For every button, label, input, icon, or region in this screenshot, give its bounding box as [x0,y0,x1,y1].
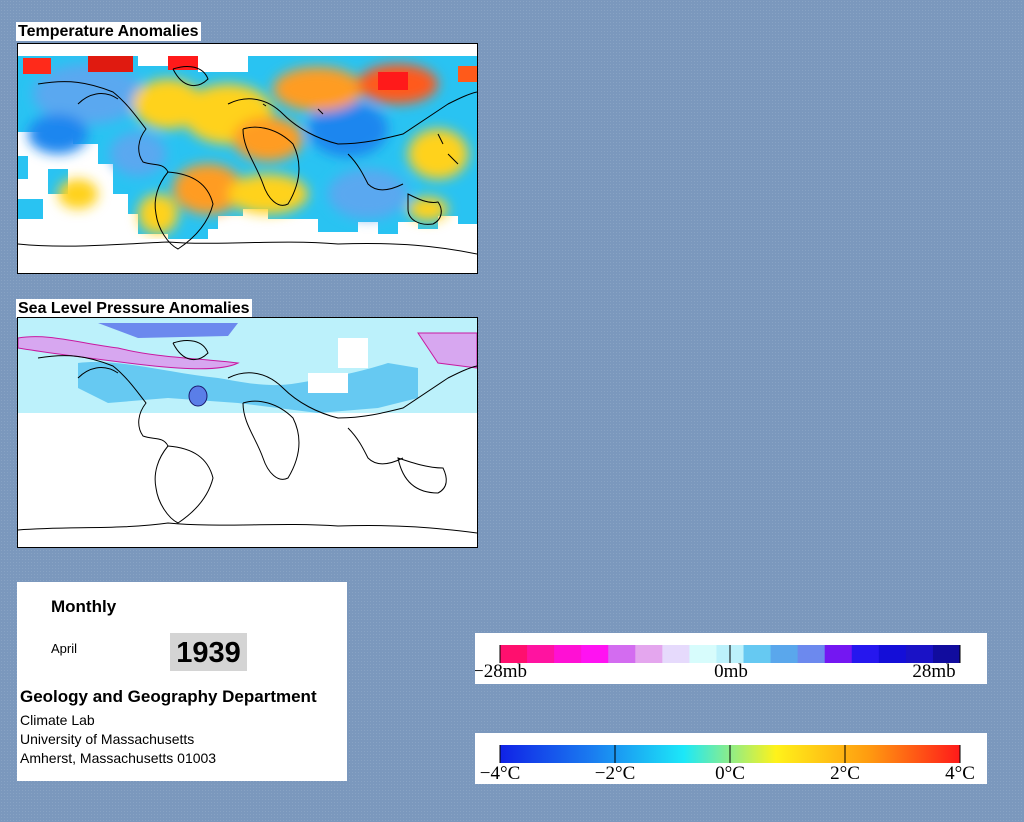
temperature-legend: −4°C −2°C 0°C 2°C 4°C [475,733,987,784]
department-label: Geology and Geography Department [20,687,317,706]
temperature-legend-label-4: 4°C [945,763,975,784]
pressure-color-swatches [499,645,961,663]
pressure-swatch [797,645,826,663]
university-label: University of Massachusetts [20,731,195,747]
month-label: April [51,641,78,656]
pressure-swatch [743,645,772,663]
year-display: 1939 [170,633,247,671]
pressure-legend-zero-label: 0mb [714,661,748,682]
pressure-panel-title: Sea Level Pressure Anomalies [16,299,252,318]
period-label: Monthly [51,597,117,616]
temperature-panel-title: Temperature Anomalies [16,22,201,41]
pressure-swatch [770,645,799,663]
pressure-swatch [608,645,636,663]
lab-label: Climate Lab [20,712,95,728]
pressure-swatch [662,645,690,663]
pressure-legend-min-label: −28mb [475,661,527,682]
temperature-legend-label-neg2: −2°C [595,763,636,784]
pressure-swatch [878,645,907,663]
pressure-legend: −28mb 0mb 28mb [475,633,987,684]
pressure-legend-max-label: 28mb [912,661,955,682]
pressure-swatch [527,645,555,663]
pressure-swatch [932,645,961,663]
pressure-swatch [851,645,880,663]
pressure-swatch [500,645,528,663]
pressure-swatch [554,645,582,663]
pressure-map [17,317,478,548]
pressure-swatch [905,645,934,663]
pressure-swatch [689,645,717,663]
address-label: Amherst, Massachusetts 01003 [20,750,217,766]
temperature-legend-label-0: 0°C [715,763,745,784]
pressure-swatch [635,645,663,663]
temperature-map [17,43,478,274]
pressure-swatch [581,645,609,663]
pressure-swatch [824,645,853,663]
info-box: Monthly April 1939 Geology and Geography… [17,582,347,781]
temperature-legend-label-2: 2°C [830,763,860,784]
temperature-legend-label-neg4: −4°C [480,763,521,784]
